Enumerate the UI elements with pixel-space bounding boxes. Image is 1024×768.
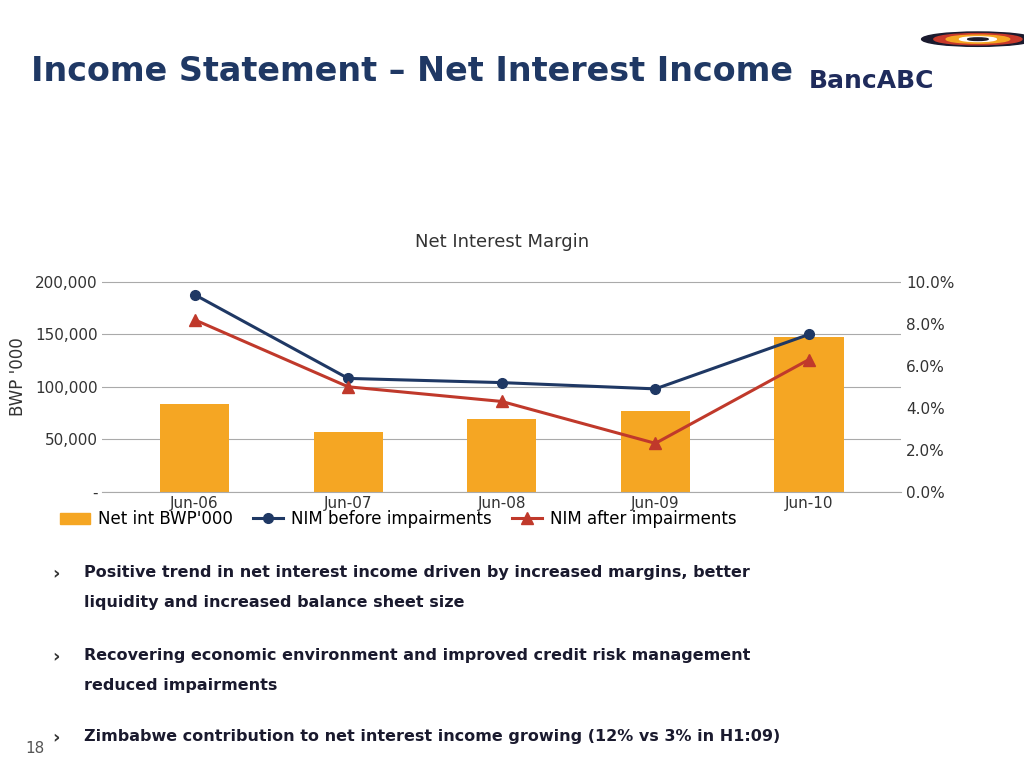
Text: Zimbabwe contribution to net interest income growing (12% vs 3% in H1:09): Zimbabwe contribution to net interest in… [84,729,780,744]
Text: ›: › [52,648,60,666]
Y-axis label: BWP '000: BWP '000 [8,337,27,415]
Legend: Net int BWP'000, NIM before impairments, NIM after impairments: Net int BWP'000, NIM before impairments,… [59,510,737,528]
Bar [774,336,844,492]
Text: ›: › [52,729,60,746]
Circle shape [946,35,1010,43]
Text: BancABC: BancABC [809,69,935,93]
Bar [160,403,229,492]
Text: reduced impairments: reduced impairments [84,678,278,694]
Circle shape [959,37,996,41]
Text: Recovering economic environment and improved credit risk management: Recovering economic environment and impr… [84,648,751,664]
Circle shape [934,34,1022,45]
Title: Net Interest Margin: Net Interest Margin [415,233,589,251]
Bar [621,411,690,492]
Bar [467,419,537,492]
Text: 18: 18 [26,741,45,756]
Text: Income Statement – Net Interest Income: Income Statement – Net Interest Income [31,55,793,88]
Text: ›: › [52,565,60,583]
Circle shape [968,38,988,41]
Circle shape [922,32,1024,46]
Text: Positive trend in net interest income driven by increased margins, better: Positive trend in net interest income dr… [84,565,751,581]
Text: liquidity and increased balance sheet size: liquidity and increased balance sheet si… [84,595,465,611]
Bar [313,432,383,492]
